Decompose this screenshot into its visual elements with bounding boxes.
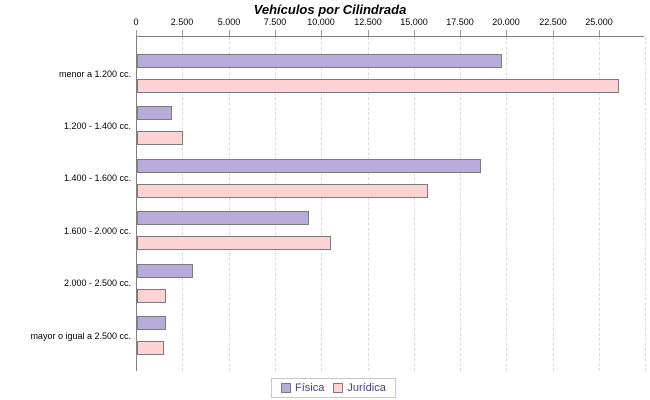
legend-label-fisica: Física: [295, 382, 325, 394]
grid-line: [553, 37, 554, 371]
grid-line: [414, 37, 415, 371]
bar-fisica: [137, 106, 172, 120]
legend-label-juridica: Jurídica: [347, 382, 386, 394]
bar-fisica: [137, 159, 481, 173]
x-axis-tick: [182, 30, 183, 36]
category-label: 1.600 - 2.000 cc.: [63, 226, 131, 236]
category-label: mayor o igual a 2.500 cc.: [30, 331, 131, 341]
x-axis-tick-label: 5.000: [217, 17, 241, 27]
grid-line: [182, 37, 183, 371]
x-axis-line: [136, 36, 644, 37]
legend: Física Jurídica: [271, 378, 396, 398]
category-label: 2.000 - 2.500 cc.: [63, 278, 131, 288]
legend-swatch-juridica: [333, 383, 344, 393]
x-axis-tick: [229, 30, 230, 36]
grid-line: [645, 37, 646, 371]
bar-juridica: [137, 131, 183, 145]
bar-juridica: [137, 289, 166, 303]
x-axis-tick-label: 17.500: [446, 17, 474, 27]
x-axis-tick: [460, 30, 461, 36]
bar-juridica: [137, 184, 428, 198]
category-label: 1.200 - 1.400 cc.: [63, 121, 131, 131]
y-axis-line: [136, 36, 137, 371]
grid-line: [321, 37, 322, 371]
x-axis-tick-label: 20.000: [492, 17, 520, 27]
x-axis-tick: [275, 30, 276, 36]
x-axis-tick: [553, 30, 554, 36]
grid-line: [599, 37, 600, 371]
grid-line: [275, 37, 276, 371]
x-axis-tick-label: 15.000: [400, 17, 428, 27]
category-label: menor a 1.200 cc.: [58, 69, 131, 79]
x-axis-tick-label: 10.000: [307, 17, 335, 27]
x-axis-tick-label: 22.500: [539, 17, 567, 27]
bar-fisica: [137, 54, 502, 68]
grid-line: [229, 37, 230, 371]
x-axis-tick: [136, 30, 137, 36]
chart-title: Vehículos por Cilindrada: [253, 2, 407, 17]
legend-item-fisica: Física: [281, 382, 324, 394]
category-label: 1.400 - 1.600 cc.: [63, 173, 131, 183]
x-axis-tick: [506, 30, 507, 36]
x-axis-tick-label: 12.500: [354, 17, 382, 27]
legend-item-juridica: Jurídica: [333, 382, 386, 394]
x-axis-tick: [368, 30, 369, 36]
x-axis-tick-label: 2.500: [170, 17, 194, 27]
bar-fisica: [137, 316, 166, 330]
bar-fisica: [137, 264, 193, 278]
x-axis-tick: [321, 30, 322, 36]
bar-fisica: [137, 211, 309, 225]
x-axis-tick-label: 0: [133, 17, 139, 27]
bar-juridica: [137, 236, 331, 250]
x-axis-tick: [414, 30, 415, 36]
bar-juridica: [137, 79, 619, 93]
bar-juridica: [137, 341, 164, 355]
grid-line: [460, 37, 461, 371]
x-axis-tick-label: 7.500: [263, 17, 287, 27]
x-axis-tick-label: 25.000: [585, 17, 613, 27]
legend-swatch-fisica: [281, 383, 291, 393]
x-axis-tick: [599, 30, 600, 36]
grid-line: [368, 37, 369, 371]
grid-line: [506, 37, 507, 371]
